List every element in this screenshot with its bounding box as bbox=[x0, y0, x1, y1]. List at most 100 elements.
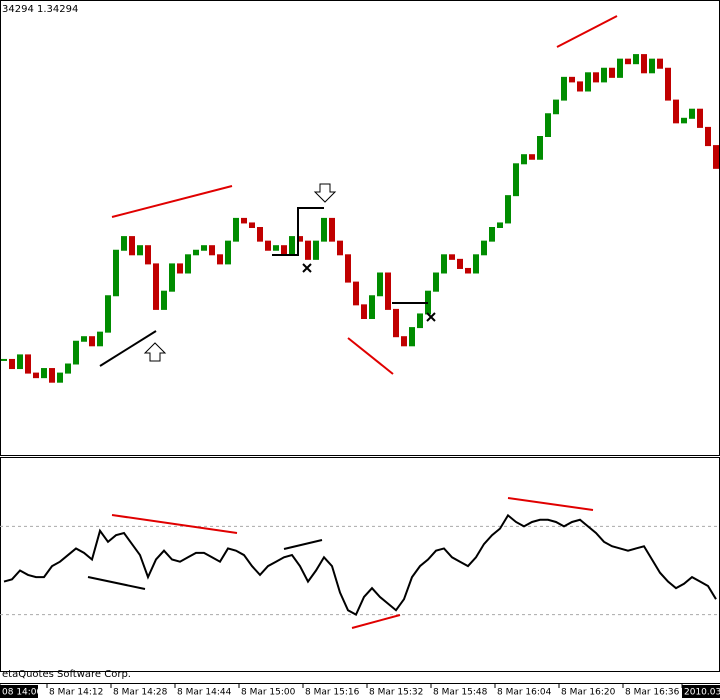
candle bbox=[177, 263, 183, 274]
time-label-box bbox=[682, 685, 720, 698]
candle bbox=[273, 245, 279, 251]
candle bbox=[145, 245, 151, 265]
time-label: 8 Mar 16:04 bbox=[497, 688, 552, 698]
candle bbox=[321, 217, 327, 242]
candle bbox=[137, 245, 143, 256]
candle bbox=[713, 145, 719, 169]
time-label: 8 Mar 15:48 bbox=[433, 688, 488, 698]
candle bbox=[209, 245, 215, 256]
candle bbox=[169, 263, 175, 292]
marks bbox=[0, 54, 720, 617]
candle bbox=[401, 336, 407, 347]
candle bbox=[625, 58, 631, 65]
time-label: 8 Mar 14:12 bbox=[49, 688, 103, 698]
trend-line bbox=[99, 330, 157, 367]
candle bbox=[489, 227, 495, 242]
up-arrow bbox=[143, 342, 167, 362]
candle bbox=[57, 372, 63, 383]
trend-line bbox=[111, 185, 233, 218]
time-labels: 08 14:00 8 Mar 14:12 8 Mar 14:28 8 Mar 14:4… bbox=[0, 684, 720, 698]
candle bbox=[345, 254, 351, 283]
oscillator-line bbox=[3, 513, 717, 617]
candle bbox=[265, 240, 271, 251]
candle bbox=[49, 368, 55, 383]
candle bbox=[289, 236, 295, 256]
level-line bbox=[272, 207, 324, 256]
trend-line bbox=[556, 15, 618, 48]
candle bbox=[81, 336, 87, 342]
candle bbox=[585, 72, 591, 92]
time-label: 8 Mar 15:32 bbox=[369, 688, 423, 698]
candle bbox=[513, 163, 519, 197]
candle bbox=[129, 236, 135, 256]
time-label: 8 Mar 14:28 bbox=[113, 688, 168, 698]
candle bbox=[481, 240, 487, 256]
candle bbox=[249, 222, 255, 228]
candle bbox=[105, 295, 111, 333]
price-panel bbox=[0, 0, 720, 456]
candle bbox=[433, 272, 439, 292]
chart-header: 34294 1.34294 bbox=[2, 4, 78, 15]
trend-line bbox=[347, 337, 394, 375]
candle bbox=[601, 67, 607, 83]
candle bbox=[161, 290, 167, 310]
candle bbox=[561, 76, 567, 101]
candle bbox=[609, 67, 615, 78]
candle bbox=[257, 227, 263, 242]
annotations bbox=[87, 15, 618, 629]
candle bbox=[337, 240, 343, 256]
candle bbox=[369, 295, 375, 319]
candle bbox=[617, 58, 623, 78]
time-label-box bbox=[0, 685, 38, 698]
candle bbox=[193, 249, 199, 256]
candle bbox=[553, 99, 559, 115]
candle bbox=[65, 363, 71, 374]
candle bbox=[353, 281, 359, 306]
candle bbox=[465, 267, 471, 274]
candle bbox=[281, 245, 287, 256]
candle bbox=[329, 217, 335, 242]
time-label: 08 14:00 bbox=[2, 688, 43, 698]
candle bbox=[377, 272, 383, 297]
footer: etaQuotes Software Corp. bbox=[2, 669, 131, 680]
candle bbox=[681, 117, 687, 124]
candle bbox=[1, 358, 7, 361]
candle bbox=[545, 113, 551, 137]
candle bbox=[697, 108, 703, 128]
candle bbox=[657, 58, 663, 69]
candle bbox=[497, 222, 503, 228]
trend-line bbox=[283, 539, 323, 550]
candle bbox=[457, 258, 463, 269]
candle bbox=[385, 272, 391, 310]
candle bbox=[393, 308, 399, 338]
candle bbox=[73, 340, 79, 365]
time-label: 2010.03 bbox=[684, 688, 720, 698]
candle bbox=[201, 245, 207, 251]
time-label: 8 Mar 16:36 bbox=[625, 688, 680, 698]
candle bbox=[665, 67, 671, 101]
time-label: 8 Mar 15:16 bbox=[305, 688, 360, 698]
candle bbox=[25, 354, 31, 374]
candle bbox=[305, 240, 311, 260]
candle bbox=[361, 304, 367, 320]
candle bbox=[593, 72, 599, 83]
candle bbox=[113, 249, 119, 297]
cross-mark bbox=[302, 263, 312, 273]
candle bbox=[33, 372, 39, 379]
time-label: 8 Mar 15:00 bbox=[241, 688, 296, 698]
candle bbox=[313, 240, 319, 260]
candle bbox=[529, 154, 535, 160]
candle bbox=[225, 240, 231, 265]
candle bbox=[153, 263, 159, 310]
candle bbox=[97, 331, 103, 347]
candle bbox=[441, 254, 447, 274]
candle bbox=[241, 217, 247, 224]
candle bbox=[577, 81, 583, 92]
candle bbox=[417, 313, 423, 329]
candle bbox=[705, 126, 711, 147]
candle bbox=[409, 327, 415, 347]
trend-line bbox=[111, 514, 238, 534]
down-arrow bbox=[313, 183, 337, 203]
candle bbox=[521, 154, 527, 165]
